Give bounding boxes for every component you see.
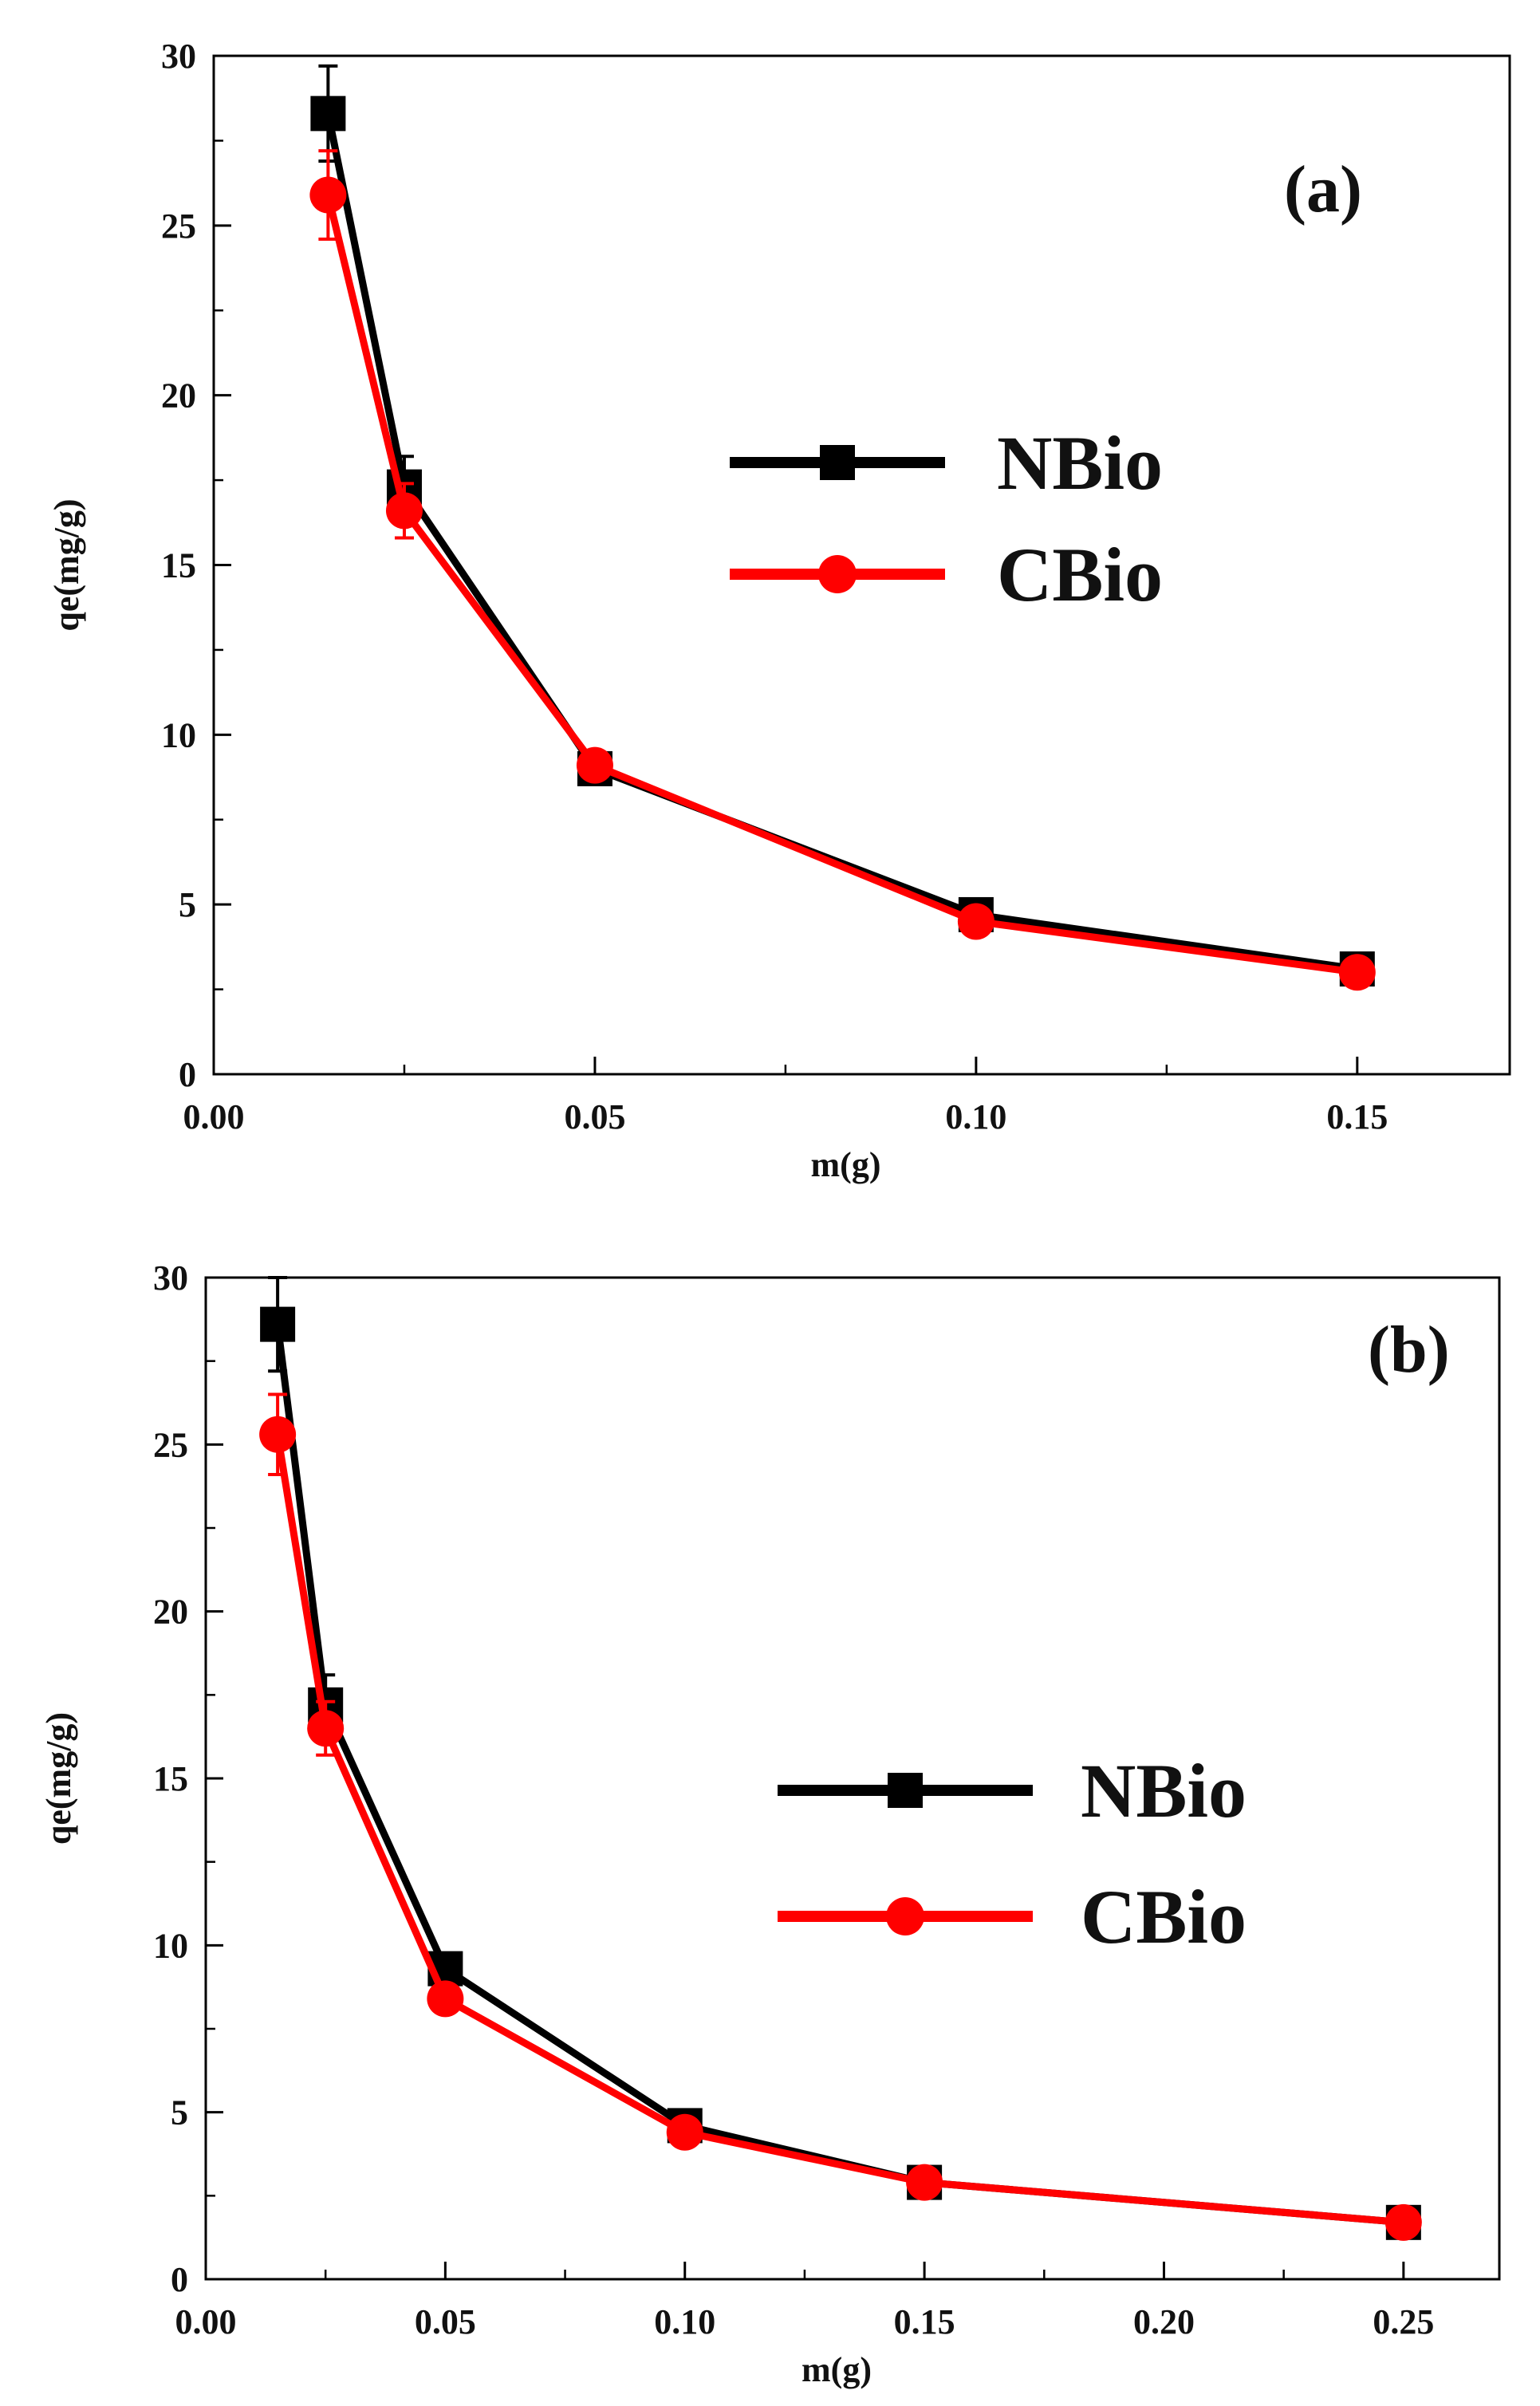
data-point-circle [427,1980,464,2018]
legend-marker-circle [886,1897,924,1935]
legend-entry: CBio [778,1874,1247,1959]
y-tick-label: 10 [153,1926,188,1965]
data-point-circle [957,903,995,940]
y-tick-label: 25 [161,207,196,246]
y-tick-label: 5 [171,2093,188,2132]
data-point-circle [1384,2203,1422,2241]
legend-entry: NBio [778,1748,1247,1833]
x-tick-label: 0.15 [1326,1097,1388,1136]
y-axis: 0 5 10 15 20 25 30 [161,37,231,1094]
legend-label: CBio [1081,1874,1247,1959]
series-cbio [259,1392,1422,2241]
legend-label: CBio [997,532,1163,617]
legend-entry: NBio [730,420,1163,506]
data-point-square [310,96,346,132]
legend-label: NBio [1081,1748,1247,1833]
series-line [274,1434,1404,2227]
data-point-square [260,1306,296,1342]
data-point-circle [666,2113,703,2151]
x-axis-label: m(g) [811,1145,881,1184]
x-tick-label: 0.25 [1373,2302,1434,2341]
series-cbio [309,149,1376,991]
chart-panel-a: 0 5 10 15 20 25 30 0.00 0.05 0.10 0.15 m(g) qe(mg/g)… [47,37,1511,1184]
y-tick-label: 30 [161,37,196,76]
x-tick-label: 0.00 [183,1097,245,1136]
x-axis-label: m(g) [802,2350,872,2389]
x-tick-label: 0.10 [654,2302,715,2341]
y-tick-label: 0 [171,2260,188,2299]
x-tick-label: 0.15 [894,2302,955,2341]
y-tick-label: 15 [161,546,196,585]
y-tick-label: 25 [153,1425,188,1464]
legend-entry: CBio [730,532,1163,617]
chart-panel-b: 0 5 10 15 20 25 30 0.00 0.05 0.10 0.15 0.20 0.25 m(g)… [39,1258,1501,2389]
series-nbio [310,64,1375,987]
series-line [324,112,1358,973]
legend-label: NBio [997,420,1163,506]
x-tick-label: 0.05 [564,1097,625,1136]
y-axis-label: qe(mg/g) [47,498,86,631]
data-point-circle [906,2164,943,2201]
x-tick-label: 0.05 [415,2302,476,2341]
legend-marker-circle [818,555,857,593]
panel-label: (b) [1368,1313,1450,1387]
plot-frame [204,1276,1501,2281]
y-tick-label: 20 [153,1593,188,1632]
data-point-circle [1338,954,1376,991]
legend-marker-square [820,445,855,480]
data-point-circle [309,176,347,214]
x-tick-label: 0.20 [1133,2302,1195,2341]
series-nbio [260,1276,1421,2240]
legend-marker-square [888,1773,923,1808]
y-axis: 0 5 10 15 20 25 30 [153,1258,223,2299]
data-point-circle [259,1416,297,1453]
data-point-circle [307,1710,345,1747]
y-tick-label: 0 [179,1055,196,1094]
x-axis: 0.00 0.05 0.10 0.15 0.20 0.25 [175,2262,1434,2341]
data-point-circle [385,492,423,530]
y-tick-label: 5 [179,885,196,924]
y-tick-label: 30 [153,1258,188,1298]
panel-label: (a) [1284,152,1362,226]
y-tick-label: 15 [153,1759,188,1798]
data-point-circle [576,746,613,784]
y-tick-label: 20 [161,376,196,415]
x-tick-label: 0.00 [175,2302,237,2341]
y-tick-label: 10 [161,715,196,754]
x-axis: 0.00 0.05 0.10 0.15 [183,1057,1388,1136]
x-tick-label: 0.10 [945,1097,1006,1136]
y-axis-label: qe(mg/g) [39,1712,78,1845]
